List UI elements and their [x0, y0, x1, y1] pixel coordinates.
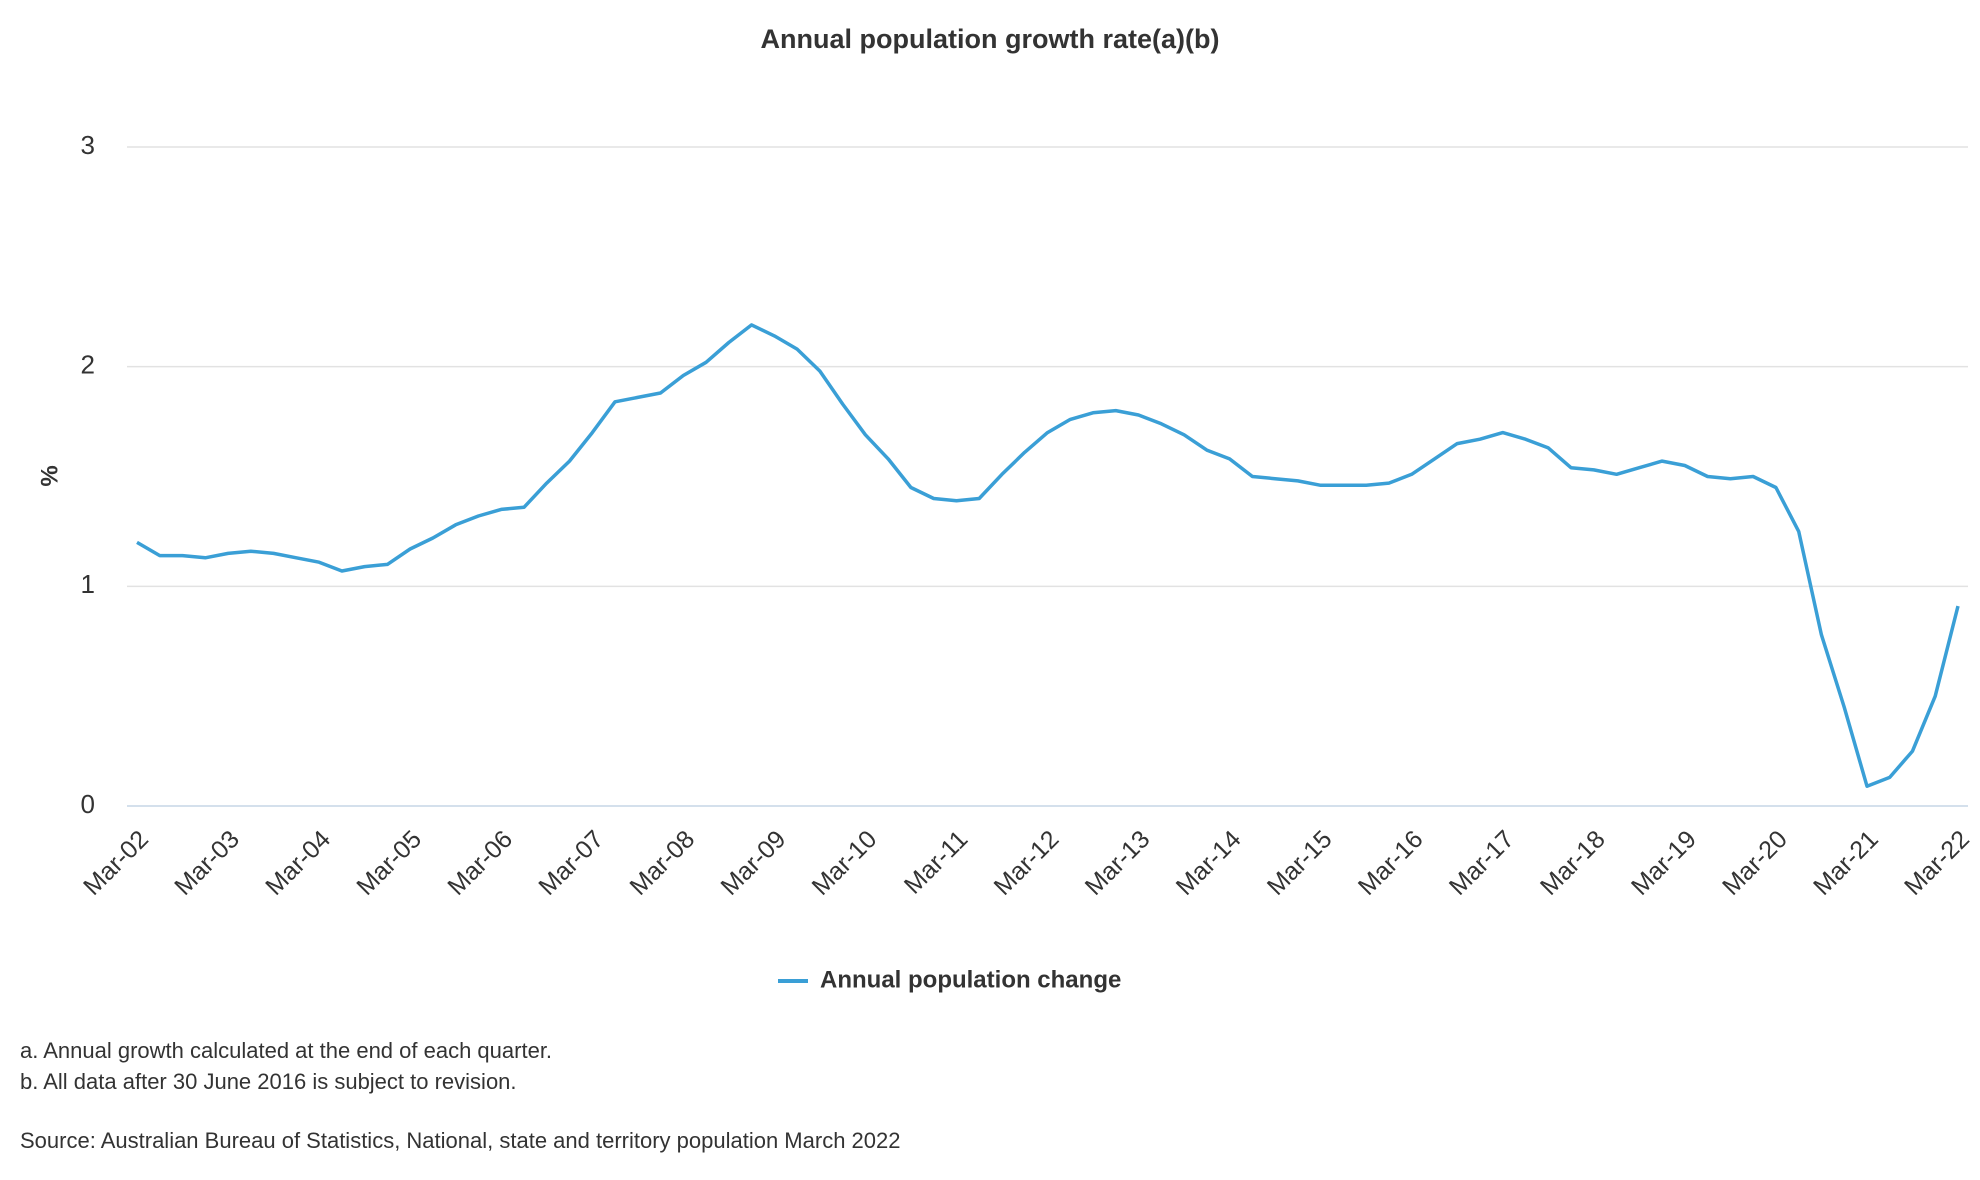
data-line [136, 323, 1960, 788]
x-tick-label: Mar-02 [78, 825, 154, 901]
x-tick-label: Mar-09 [715, 825, 791, 901]
x-tick-label: Mar-03 [169, 825, 245, 901]
x-tick-label: Mar-06 [442, 825, 518, 901]
x-tick-label: Mar-15 [1262, 825, 1338, 901]
chart-title: Annual population growth rate(a)(b) [761, 24, 1220, 54]
x-tick-label: Mar-17 [1444, 825, 1520, 901]
x-tick-label: Mar-14 [1171, 825, 1247, 901]
footnote: a. Annual growth calculated at the end o… [20, 1038, 552, 1063]
x-tick-label: Mar-05 [351, 825, 427, 901]
x-tick-label: Mar-10 [807, 825, 883, 901]
y-tick-label: 3 [81, 130, 95, 160]
x-tick-label: Mar-20 [1717, 825, 1793, 901]
x-tick-label: Mar-18 [1535, 825, 1611, 901]
y-tick-label: 2 [81, 350, 95, 380]
y-tick-label: 0 [81, 789, 95, 819]
x-tick-label: Mar-16 [1353, 825, 1429, 901]
x-tick-label: Mar-22 [1899, 825, 1975, 901]
x-tick-label: Mar-12 [989, 825, 1065, 901]
x-tick-label: Mar-21 [1808, 825, 1884, 901]
y-tick-label: 1 [81, 569, 95, 599]
source-note: Source: Australian Bureau of Statistics,… [20, 1128, 900, 1153]
footnote: b. All data after 30 June 2016 is subjec… [20, 1069, 517, 1094]
x-tick-label: Mar-19 [1626, 825, 1702, 901]
x-tick-label: Mar-11 [899, 825, 973, 899]
x-tick-label: Mar-08 [624, 825, 700, 901]
x-tick-label: Mar-07 [533, 825, 609, 901]
legend-label: Annual population change [820, 966, 1121, 993]
y-axis-label: % [36, 465, 63, 486]
x-tick-label: Mar-13 [1080, 825, 1156, 901]
x-tick-label: Mar-04 [260, 825, 336, 901]
